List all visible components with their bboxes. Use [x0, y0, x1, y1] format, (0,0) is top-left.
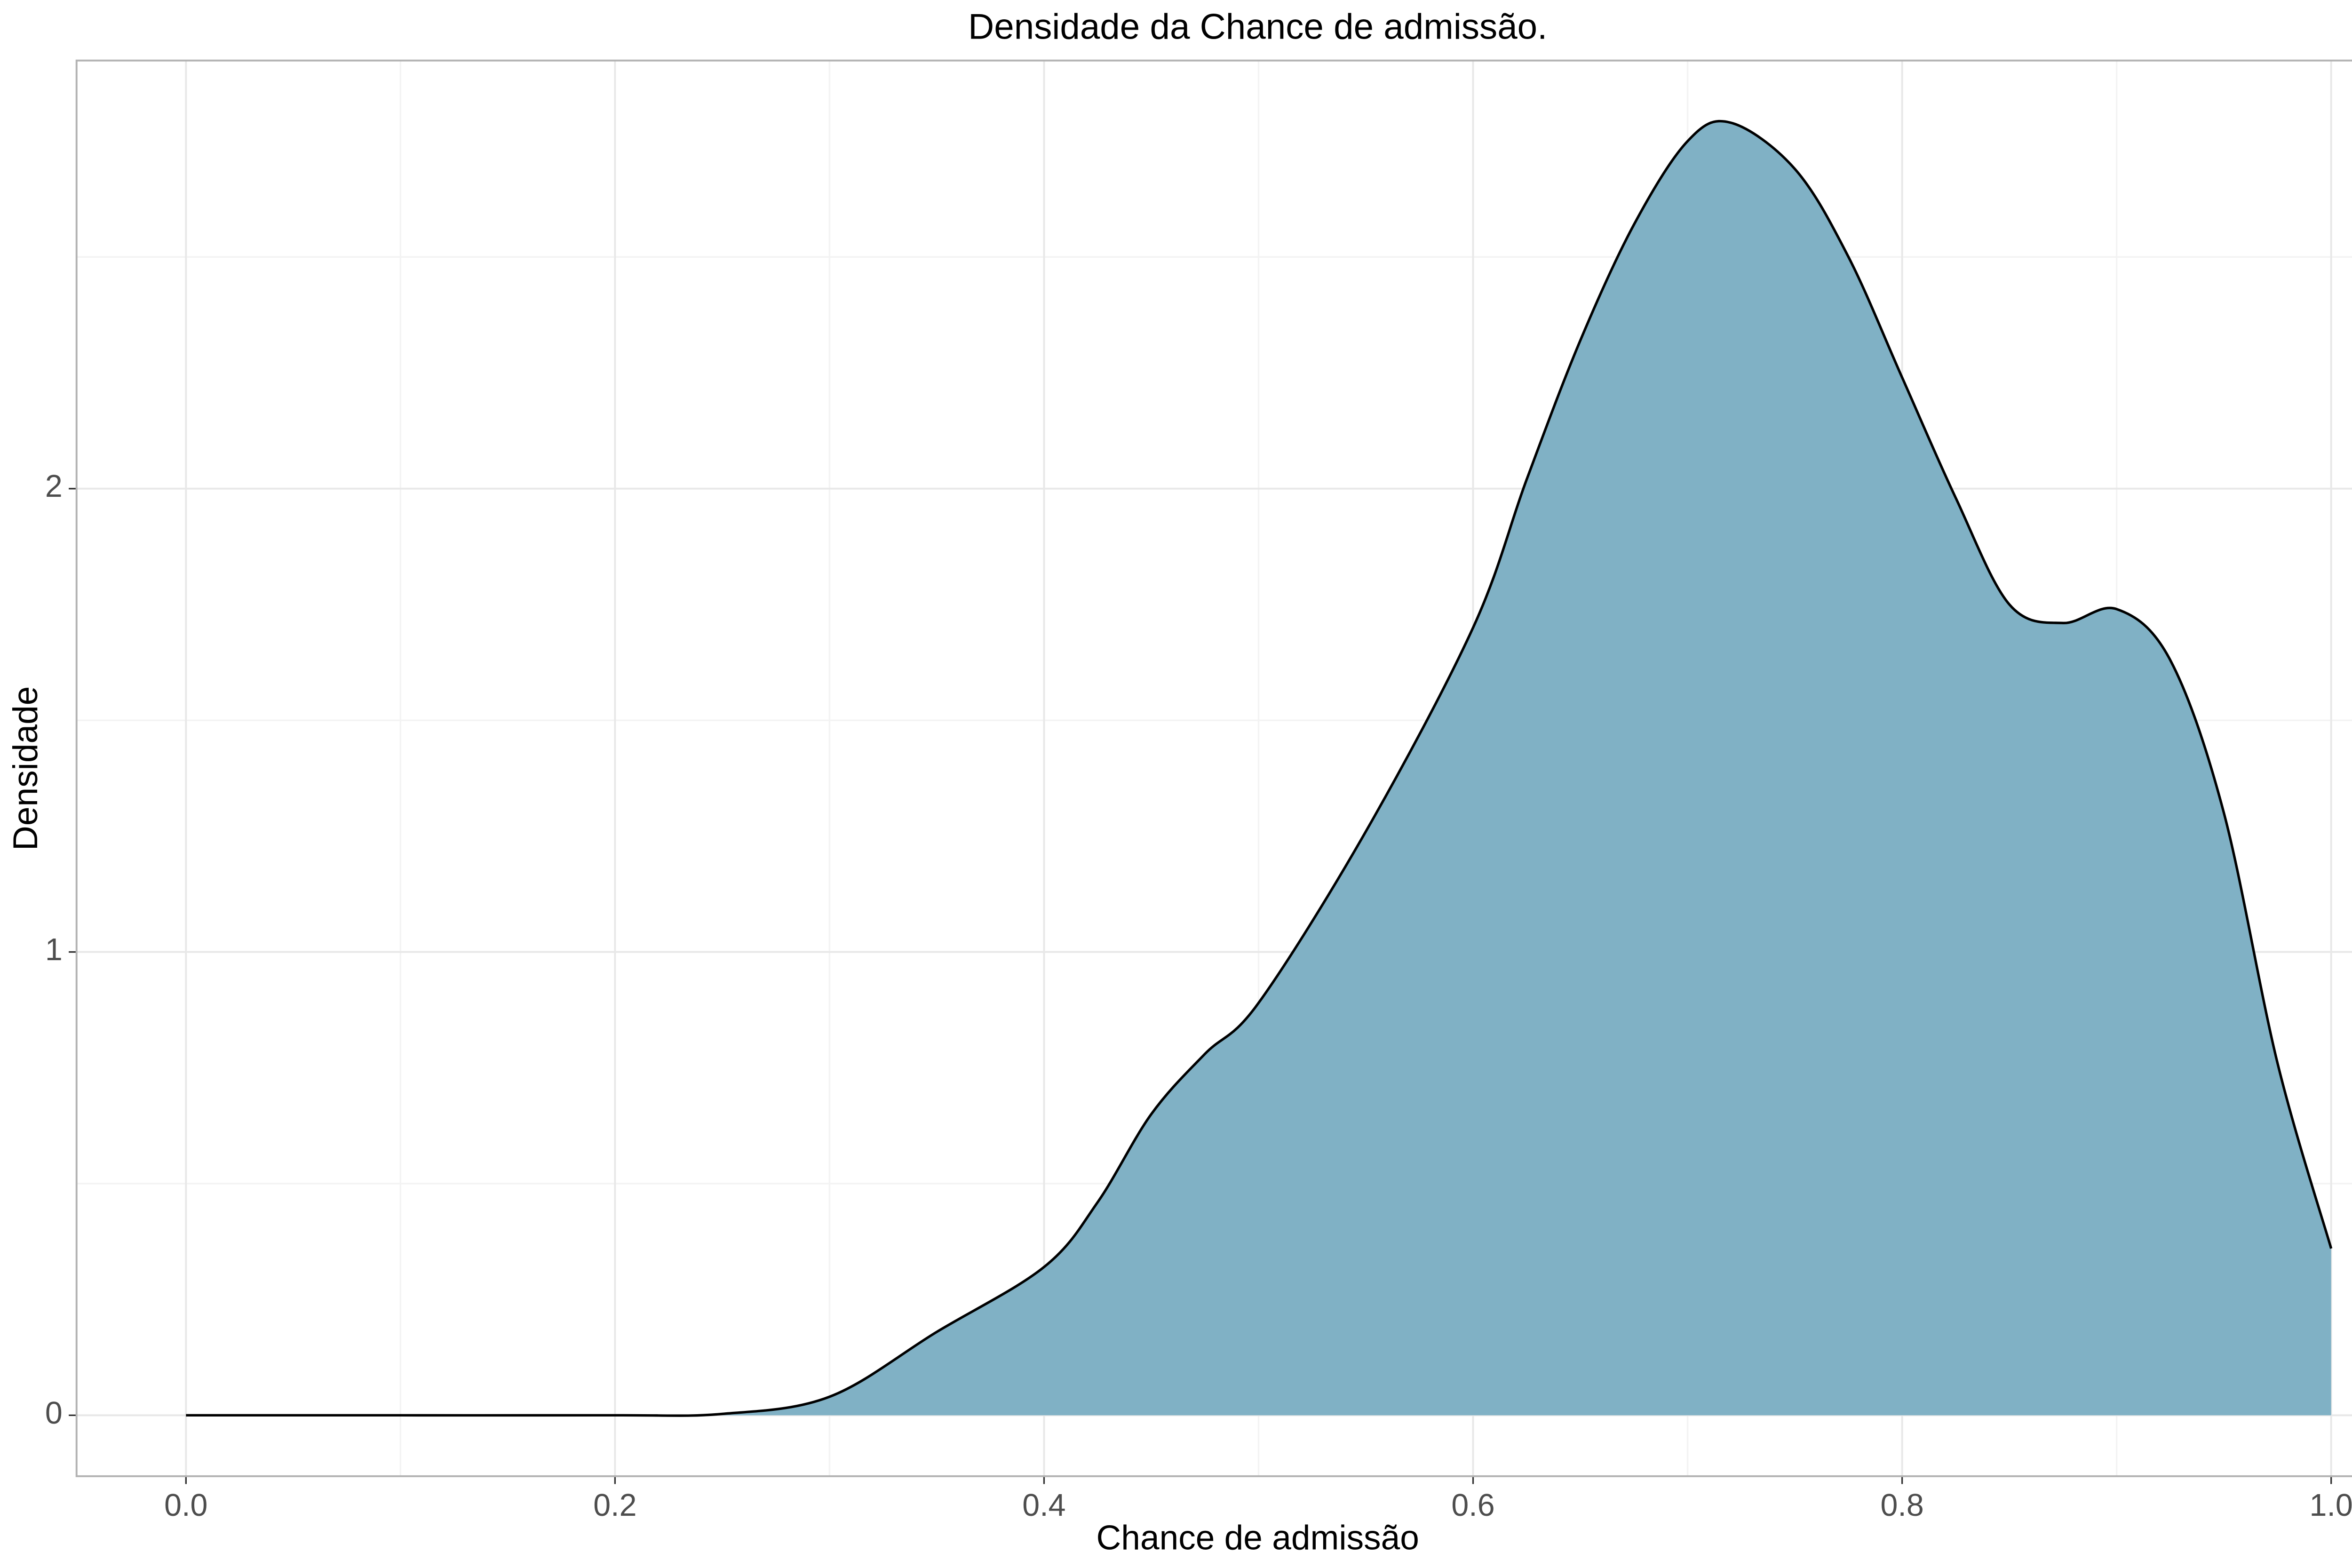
- chart-title: Densidade da Chance de admissão.: [968, 7, 1547, 47]
- density-line: [186, 119, 2333, 1417]
- x-tick-label: 0.2: [593, 1488, 636, 1523]
- x-tick-label: 1.0: [2310, 1488, 2352, 1523]
- y-tick-label: 0: [45, 1396, 63, 1431]
- x-tick-label: 0.4: [1022, 1488, 1065, 1523]
- x-axis-label: Chance de admissão: [1097, 1519, 1419, 1557]
- panel-border: [75, 59, 2352, 1477]
- y-axis-label: Densidade: [7, 686, 45, 851]
- x-tick-label: 0.8: [1880, 1488, 1923, 1523]
- x-tick-label: 0.0: [164, 1488, 207, 1523]
- y-tick-label: 1: [45, 932, 63, 967]
- density-area: [186, 121, 2331, 1416]
- x-tick-label: 0.6: [1451, 1488, 1494, 1523]
- y-tick-label: 2: [45, 469, 63, 504]
